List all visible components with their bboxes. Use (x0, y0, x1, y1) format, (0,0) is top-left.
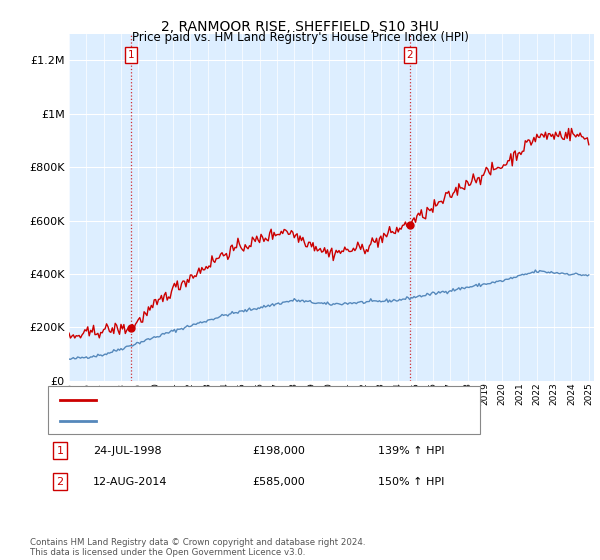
Text: 1: 1 (128, 50, 134, 60)
Text: £585,000: £585,000 (252, 477, 305, 487)
Text: 2: 2 (56, 477, 64, 487)
Text: 24-JUL-1998: 24-JUL-1998 (93, 446, 161, 456)
Text: £198,000: £198,000 (252, 446, 305, 456)
Text: HPI: Average price, detached house, Sheffield: HPI: Average price, detached house, Shef… (102, 416, 341, 426)
Text: 2, RANMOOR RISE, SHEFFIELD, S10 3HU (detached house): 2, RANMOOR RISE, SHEFFIELD, S10 3HU (det… (102, 395, 405, 405)
Text: Price paid vs. HM Land Registry's House Price Index (HPI): Price paid vs. HM Land Registry's House … (131, 31, 469, 44)
Text: 139% ↑ HPI: 139% ↑ HPI (378, 446, 445, 456)
Text: 150% ↑ HPI: 150% ↑ HPI (378, 477, 445, 487)
Text: 2, RANMOOR RISE, SHEFFIELD, S10 3HU: 2, RANMOOR RISE, SHEFFIELD, S10 3HU (161, 20, 439, 34)
Text: 12-AUG-2014: 12-AUG-2014 (93, 477, 167, 487)
Text: Contains HM Land Registry data © Crown copyright and database right 2024.
This d: Contains HM Land Registry data © Crown c… (30, 538, 365, 557)
Text: 1: 1 (56, 446, 64, 456)
Text: 2: 2 (406, 50, 413, 60)
